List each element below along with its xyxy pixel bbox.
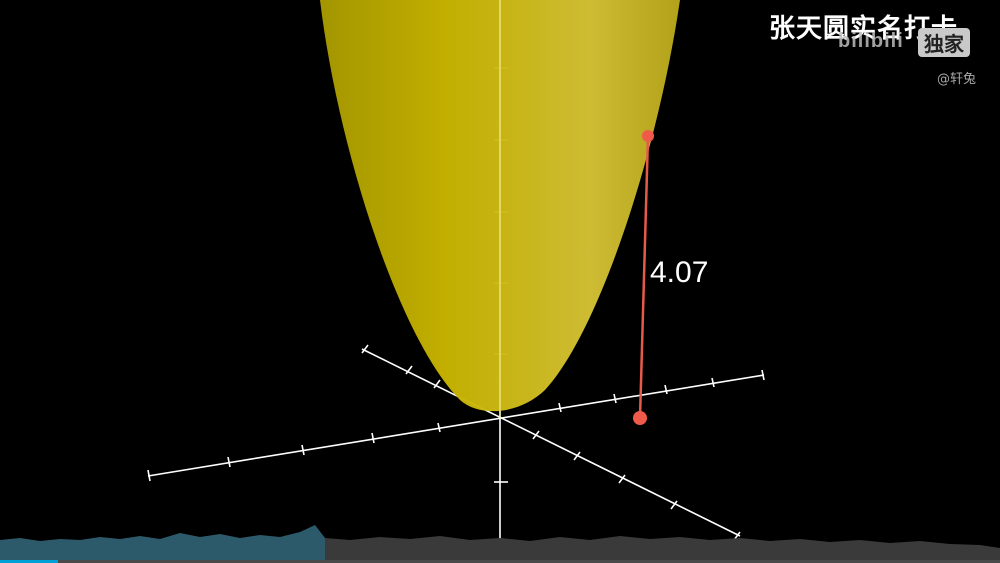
uploader-handle: @轩兔: [937, 72, 977, 87]
height-segment: [638, 135, 650, 419]
top-point: [642, 130, 654, 142]
x-axis: [147, 374, 765, 477]
bilibili-logo: bilibili: [838, 30, 904, 52]
measurement-label: 4.07: [650, 256, 709, 289]
waveform-played: [0, 525, 325, 563]
waveform-unplayed: [325, 536, 1000, 563]
base-point: [633, 411, 647, 425]
progress-bar[interactable]: [0, 560, 1000, 563]
progress-fill: [0, 560, 58, 563]
y-axis: [361, 348, 741, 537]
exclusive-badge: 独家: [918, 28, 970, 57]
